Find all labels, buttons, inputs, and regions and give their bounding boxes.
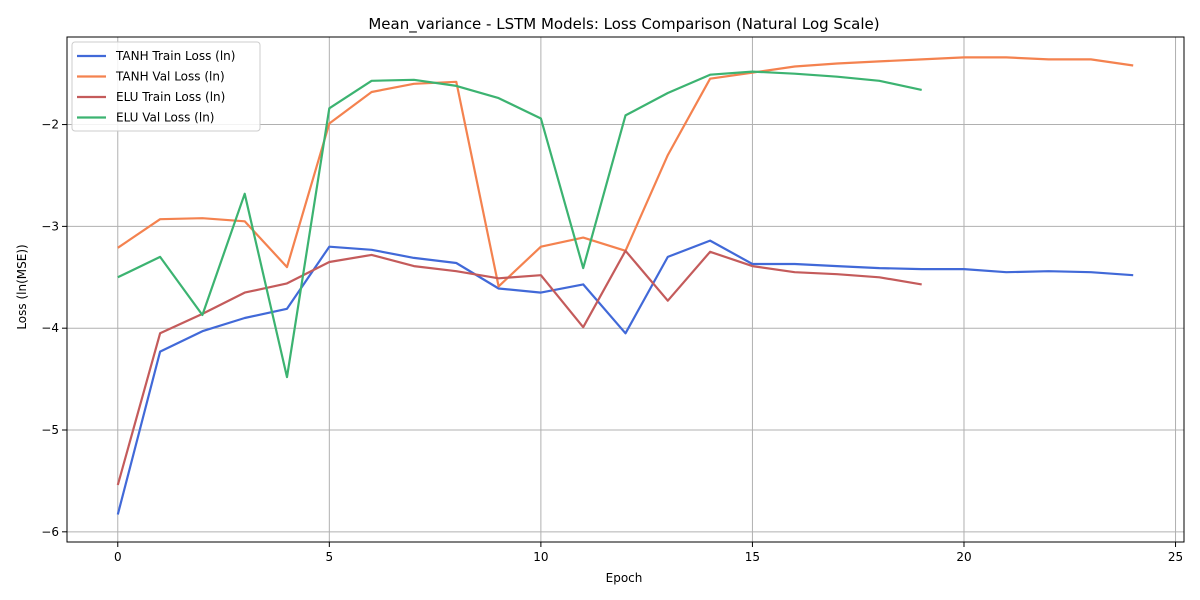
y-tick-label: −2	[41, 118, 59, 132]
x-tick-label: 20	[956, 550, 971, 564]
y-tick-label: −5	[41, 423, 59, 437]
x-axis-title: Epoch	[606, 571, 643, 585]
y-axis-ticks: −6 −5 −4 −3 −2	[41, 118, 67, 539]
plot-area-frame	[66, 36, 1185, 543]
legend-label: TANH Train Loss (ln)	[115, 49, 235, 63]
legend-box	[71, 41, 261, 132]
legend-label: TANH Val Loss (ln)	[115, 70, 225, 84]
series-lines	[116, 56, 1134, 515]
x-tick-label: 15	[745, 550, 760, 564]
y-tick-label: −3	[41, 219, 59, 233]
x-tick-label: 5	[326, 550, 334, 564]
legend-label: ELU Val Loss (ln)	[116, 111, 214, 125]
x-axis-ticks: 0 5 10 15 20 25	[114, 542, 1183, 564]
y-axis-title: Loss (ln(MSE))	[15, 244, 29, 329]
series-line-2	[116, 249, 922, 486]
series-line-3	[117, 70, 922, 379]
chart-title: Mean_variance - LSTM Models: Loss Compar…	[368, 15, 879, 34]
y-tick-label: −4	[41, 321, 59, 335]
x-tick-label: 0	[114, 550, 122, 564]
series-line-0	[116, 239, 1134, 515]
x-tick-label: 10	[533, 550, 548, 564]
legend: TANH Train Loss (ln) TANH Val Loss (ln) EL…	[71, 41, 261, 132]
legend-label: ELU Train Loss (ln)	[116, 90, 225, 104]
x-tick-label: 25	[1168, 550, 1183, 564]
y-tick-label: −6	[41, 525, 59, 539]
